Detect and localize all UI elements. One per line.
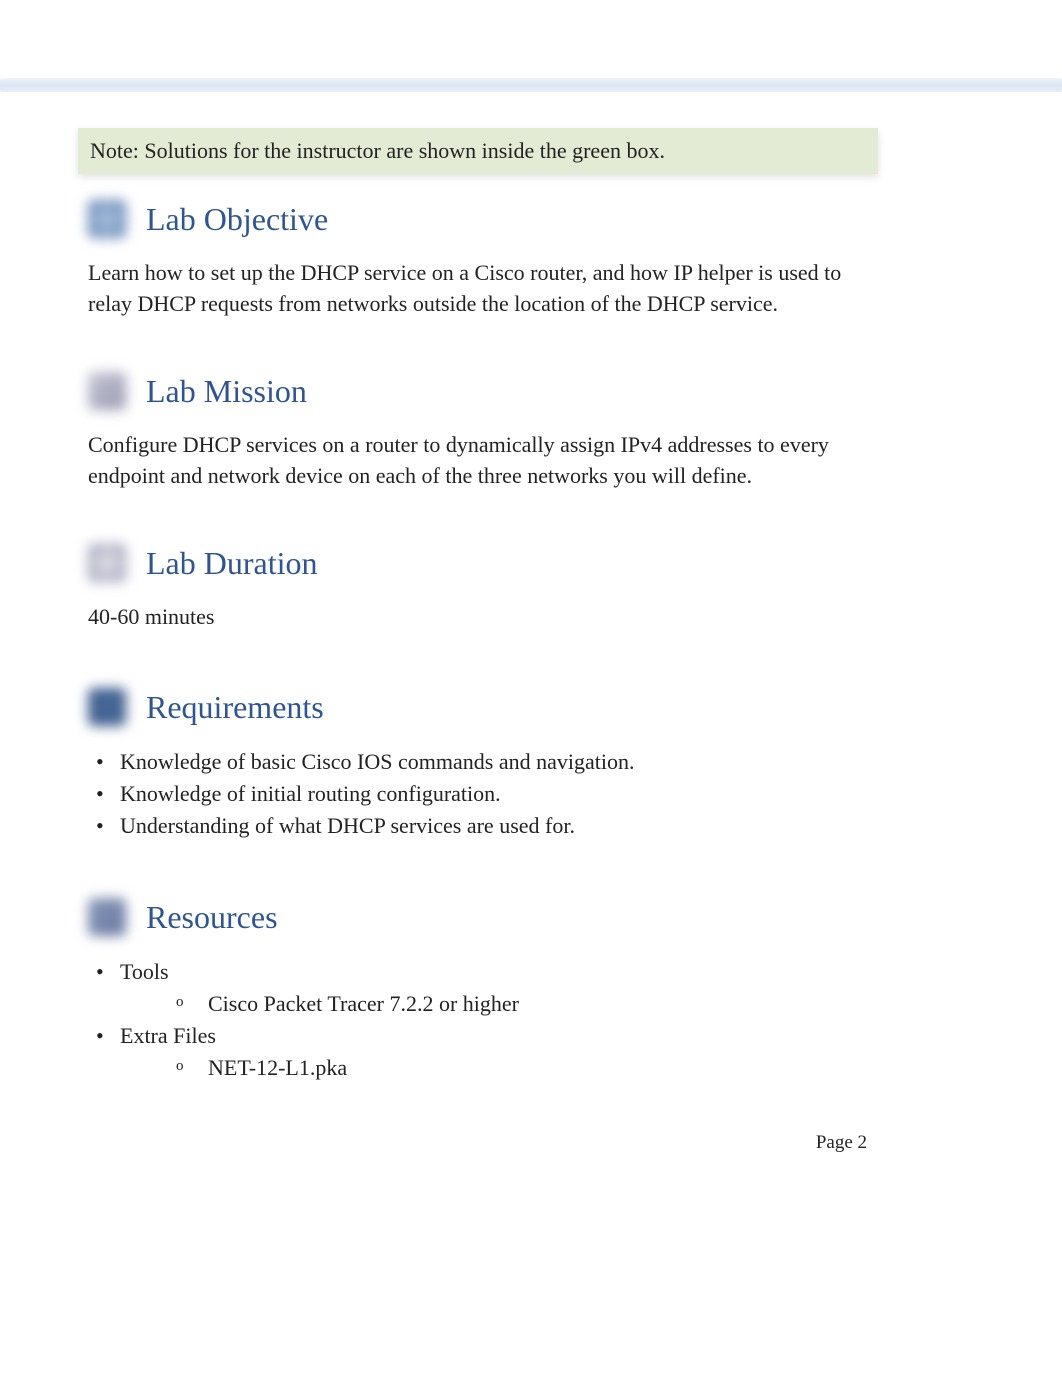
clock-icon	[88, 544, 126, 582]
item-label: Extra Files	[120, 1023, 216, 1048]
note-text: Solutions for the instructor are shown i…	[144, 138, 665, 163]
section-header: Lab Objective	[88, 200, 888, 238]
lab-mission-section: Lab Mission Configure DHCP services on a…	[88, 372, 888, 492]
section-title: Lab Objective	[146, 201, 328, 238]
sub-list: Cisco Packet Tracer 7.2.2 or higher	[120, 988, 888, 1020]
requirements-list: Knowledge of basic Cisco IOS commands an…	[88, 746, 888, 842]
section-header: Requirements	[88, 688, 888, 726]
page-number: Page 2	[816, 1132, 867, 1154]
mission-icon	[88, 372, 126, 410]
section-title: Lab Duration	[146, 545, 318, 582]
lab-duration-section: Lab Duration 40-60 minutes	[88, 544, 888, 633]
resources-section: Resources Tools Cisco Packet Tracer 7.2.…	[88, 898, 888, 1084]
resources-icon	[88, 898, 126, 936]
checklist-icon	[88, 688, 126, 726]
target-icon	[88, 200, 126, 238]
section-header: Lab Duration	[88, 544, 888, 582]
section-header: Lab Mission	[88, 372, 888, 410]
top-divider-bar	[0, 78, 1062, 92]
objective-body: Learn how to set up the DHCP service on …	[88, 258, 888, 320]
item-label: Tools	[120, 959, 169, 984]
list-item: Understanding of what DHCP services are …	[88, 810, 888, 842]
sub-list: NET-12-L1.pka	[120, 1052, 888, 1084]
lab-objective-section: Lab Objective Learn how to set up the DH…	[88, 200, 888, 320]
section-header: Resources	[88, 898, 888, 936]
sub-item: NET-12-L1.pka	[120, 1052, 888, 1084]
list-item: Knowledge of initial routing configurati…	[88, 778, 888, 810]
mission-body: Configure DHCP services on a router to d…	[88, 430, 888, 492]
sub-item: Cisco Packet Tracer 7.2.2 or higher	[120, 988, 888, 1020]
note-label: Note:	[90, 138, 139, 163]
resources-list: Tools Cisco Packet Tracer 7.2.2 or highe…	[88, 956, 888, 1084]
list-item: Knowledge of basic Cisco IOS commands an…	[88, 746, 888, 778]
note-box: Note: Solutions for the instructor are s…	[78, 128, 878, 174]
list-item: Extra Files NET-12-L1.pka	[88, 1020, 888, 1084]
requirements-section: Requirements Knowledge of basic Cisco IO…	[88, 688, 888, 842]
list-item: Tools Cisco Packet Tracer 7.2.2 or highe…	[88, 956, 888, 1020]
section-title: Resources	[146, 899, 278, 936]
section-title: Requirements	[146, 689, 324, 726]
section-title: Lab Mission	[146, 373, 307, 410]
duration-body: 40-60 minutes	[88, 602, 888, 633]
